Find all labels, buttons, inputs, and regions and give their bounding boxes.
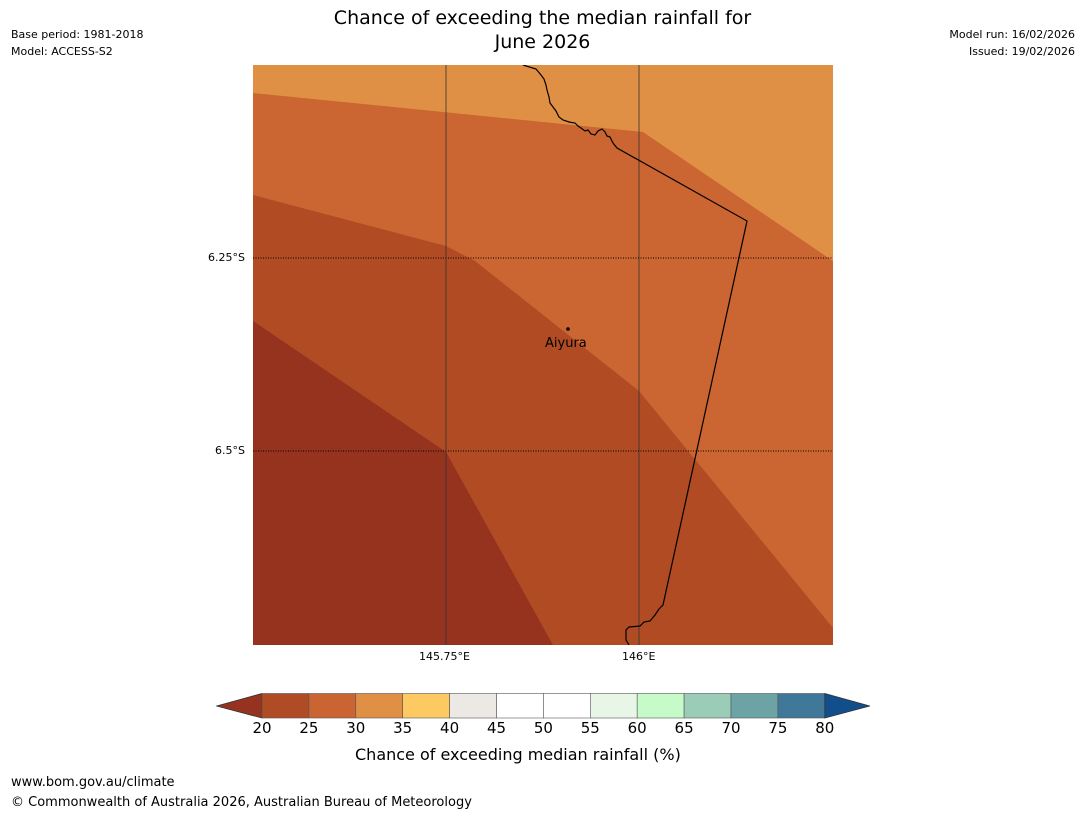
colorbar-segment — [589, 693, 638, 719]
aiyura-label: Aiyura — [545, 336, 587, 351]
colorbar-tick-label: 80 — [815, 719, 835, 737]
colorbar-segment — [683, 693, 732, 719]
colorbar-tick-label: 55 — [580, 719, 600, 737]
lon-label-145-75: 145.75°E — [419, 650, 470, 663]
colorbar-tick-label: 70 — [721, 719, 741, 737]
colorbar-ticks: 20 25 30 35 40 45 50 55 60 65 70 75 80 — [0, 719, 1085, 739]
band-below-20 — [253, 321, 553, 645]
map-svg — [253, 65, 833, 645]
colorbar-tick-label: 35 — [393, 719, 413, 737]
map-panel: Aiyura — [253, 65, 833, 645]
aiyura-marker[interactable] — [566, 327, 570, 331]
colorbar-tick-label: 45 — [486, 719, 507, 737]
colorbar-segment — [636, 693, 685, 719]
footer-url[interactable]: www.bom.gov.au/climate — [11, 775, 175, 790]
lat-label-6-5: 6.5°S — [215, 444, 245, 457]
colorbar-under-arrow — [216, 693, 263, 719]
meta-left: Base period: 1981-2018 Model: ACCESS-S2 — [11, 26, 143, 60]
issued-text: Issued: 19/02/2026 — [968, 45, 1075, 58]
meta-right: Model run: 16/02/2026 Issued: 19/02/2026 — [949, 26, 1075, 60]
footer-copyright: © Commonwealth of Australia 2026, Austra… — [11, 795, 472, 810]
model-text: Model: ACCESS-S2 — [11, 45, 113, 58]
model-run-text: Model run: 16/02/2026 — [949, 28, 1075, 41]
colorbar-segment — [261, 693, 310, 719]
colorbar-svg — [216, 693, 870, 719]
colorbar-tick-label: 20 — [252, 719, 272, 737]
colorbar-segment — [730, 693, 779, 719]
colorbar-segment — [355, 693, 404, 719]
colorbar — [216, 693, 870, 719]
colorbar-tick-label: 25 — [299, 719, 319, 737]
border-line — [522, 65, 748, 645]
colorbar-segment — [543, 693, 591, 719]
colorbar-over-arrow — [824, 693, 870, 719]
title-line-1: Chance of exceeding the median rainfall … — [333, 7, 752, 29]
lat-label-6-25: 6.25°S — [208, 251, 245, 264]
colorbar-segment — [496, 693, 544, 719]
colorbar-segment — [777, 693, 826, 719]
colorbar-label: Chance of exceeding median rainfall (%) — [355, 745, 681, 764]
lon-label-146: 146°E — [622, 650, 656, 663]
colorbar-tick-label: 40 — [440, 719, 460, 737]
map-title: Chance of exceeding the median rainfall … — [0, 6, 1085, 54]
colorbar-tick-label: 75 — [768, 719, 788, 737]
colorbar-segment — [449, 693, 497, 719]
colorbar-tick-label: 65 — [674, 719, 694, 737]
title-line-2: June 2026 — [494, 31, 591, 53]
colorbar-tick-label: 30 — [346, 719, 366, 737]
colorbar-segment — [308, 693, 357, 719]
base-period-text: Base period: 1981-2018 — [11, 28, 144, 41]
colorbar-segment — [402, 693, 450, 719]
colorbar-tick-label: 60 — [627, 719, 647, 737]
colorbar-tick-label: 50 — [533, 719, 553, 737]
